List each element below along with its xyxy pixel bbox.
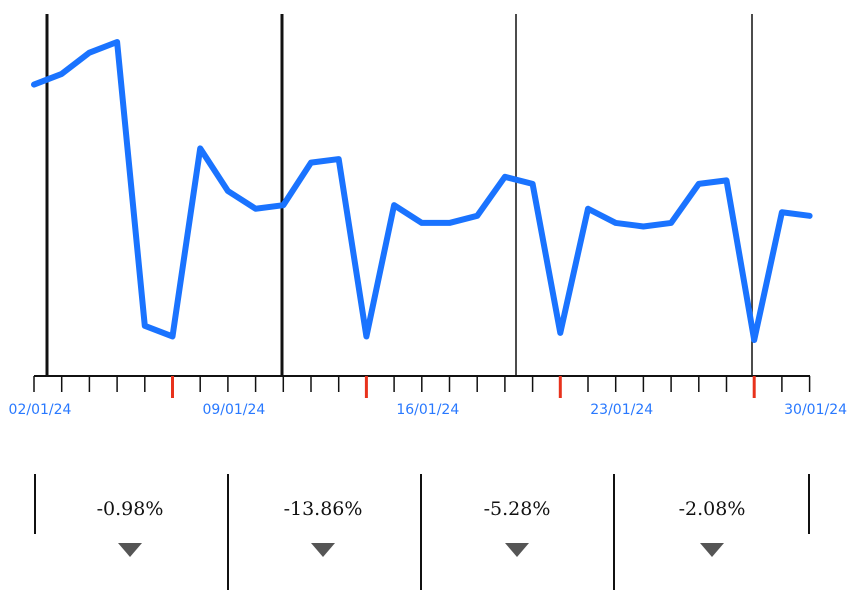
change-value-period-3: -5.28% (483, 498, 551, 520)
change-value-period-1: -0.98% (96, 498, 164, 520)
series-line (31, 39, 813, 343)
down-arrow-icon (700, 543, 724, 557)
change-divider (613, 474, 615, 590)
x-axis (33, 375, 811, 398)
x-tick-label: 09/01/24 (202, 402, 265, 418)
change-divider (420, 474, 422, 590)
x-tick-label: 30/01/24 (784, 402, 847, 418)
down-arrow-icon (118, 543, 142, 557)
change-value-period-4: -2.08% (678, 498, 746, 520)
line-chart: 02/01/24 09/01/24 16/01/24 23/01/24 30/01/24 (9, 14, 848, 418)
x-tick-label: 16/01/24 (396, 402, 459, 418)
series-group (31, 39, 813, 343)
period-boundaries (45, 14, 753, 376)
x-tick-labels: 02/01/24 09/01/24 16/01/24 23/01/24 30/01/24 (9, 402, 848, 418)
change-divider (227, 474, 229, 590)
change-value-period-2: -13.86% (283, 498, 363, 520)
change-divider (34, 474, 36, 534)
x-tick-label: 23/01/24 (590, 402, 653, 418)
x-tick-label: 02/01/24 (9, 402, 72, 418)
down-arrow-icon (311, 543, 335, 557)
change-divider (808, 474, 810, 534)
down-arrow-icon (505, 543, 529, 557)
